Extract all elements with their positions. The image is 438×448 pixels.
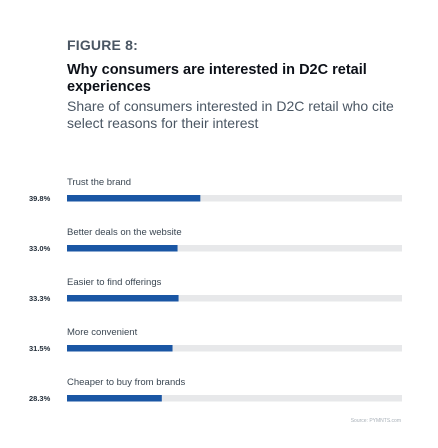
- bar: [67, 195, 201, 202]
- bar-track: [67, 345, 402, 352]
- value-label: 39.8%: [29, 194, 51, 203]
- chart-subtitle: Share of consumers interested in D2C ret…: [67, 98, 394, 131]
- category-label: More convenient: [67, 327, 138, 338]
- category-label: Trust the brand: [67, 177, 131, 188]
- bar: [67, 295, 179, 302]
- category-label: Easier to find offerings: [67, 277, 162, 288]
- value-label: 33.0%: [29, 244, 51, 253]
- source-note: Source: PYMNTS.com: [350, 418, 401, 424]
- chart-title: Why consumers are interested in D2C reta…: [67, 62, 367, 95]
- bar: [67, 245, 178, 252]
- bar: [67, 345, 173, 352]
- value-label: 33.3%: [29, 294, 51, 303]
- value-label: 28.3%: [29, 394, 51, 403]
- category-label: Better deals on the website: [67, 227, 182, 238]
- bar-track: [67, 195, 402, 202]
- category-label: Cheaper to buy from brands: [67, 377, 186, 388]
- bar-track: [67, 295, 402, 302]
- bar: [67, 395, 162, 402]
- bar-track: [67, 245, 402, 252]
- value-label: 31.5%: [29, 344, 51, 353]
- bar-track: [67, 395, 402, 402]
- figure-label: FIGURE 8:: [67, 37, 139, 53]
